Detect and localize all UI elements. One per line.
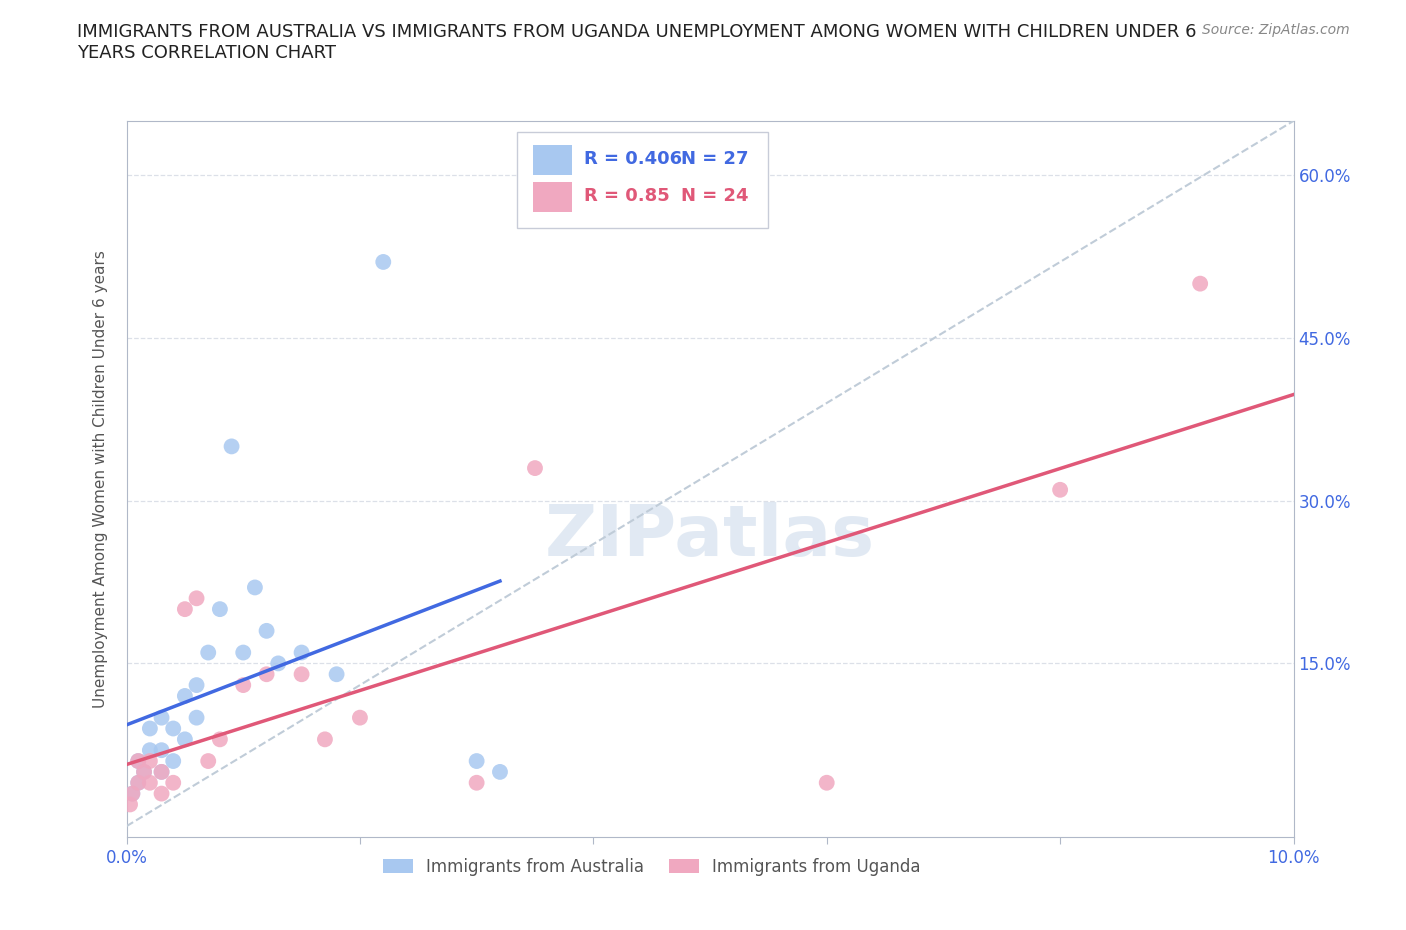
- Point: [465, 776, 488, 790]
- Point: [256, 667, 278, 682]
- Point: [162, 721, 184, 736]
- Text: N = 24: N = 24: [681, 187, 748, 206]
- Point: [208, 732, 231, 747]
- Point: [489, 764, 512, 779]
- Text: Source: ZipAtlas.com: Source: ZipAtlas.com: [1202, 23, 1350, 37]
- Text: ZIPatlas: ZIPatlas: [546, 502, 875, 571]
- Point: [208, 602, 231, 617]
- Point: [132, 764, 155, 779]
- Point: [186, 591, 208, 605]
- FancyBboxPatch shape: [533, 144, 572, 175]
- Point: [290, 645, 312, 660]
- Point: [815, 776, 838, 790]
- FancyBboxPatch shape: [533, 181, 572, 212]
- Point: [150, 743, 173, 758]
- Point: [127, 753, 149, 768]
- Legend: Immigrants from Australia, Immigrants from Uganda: Immigrants from Australia, Immigrants fr…: [375, 851, 928, 883]
- Point: [221, 439, 243, 454]
- Point: [174, 602, 197, 617]
- Point: [150, 764, 173, 779]
- Y-axis label: Unemployment Among Women with Children Under 6 years: Unemployment Among Women with Children U…: [93, 250, 108, 708]
- Point: [139, 721, 162, 736]
- Point: [139, 753, 162, 768]
- Point: [524, 460, 547, 475]
- Point: [243, 580, 266, 595]
- Point: [232, 678, 254, 693]
- Point: [127, 776, 149, 790]
- Point: [150, 786, 173, 801]
- Point: [139, 776, 162, 790]
- Point: [150, 711, 173, 725]
- Point: [118, 797, 141, 812]
- Point: [127, 776, 149, 790]
- Point: [186, 678, 208, 693]
- Text: R = 0.85: R = 0.85: [583, 187, 669, 206]
- Text: R = 0.406: R = 0.406: [583, 150, 682, 167]
- Point: [132, 764, 155, 779]
- Point: [1049, 483, 1071, 498]
- Point: [139, 743, 162, 758]
- Point: [174, 732, 197, 747]
- Point: [186, 711, 208, 725]
- Point: [150, 764, 173, 779]
- Point: [121, 786, 143, 801]
- Point: [232, 645, 254, 660]
- Point: [127, 753, 149, 768]
- Point: [256, 623, 278, 638]
- Text: IMMIGRANTS FROM AUSTRALIA VS IMMIGRANTS FROM UGANDA UNEMPLOYMENT AMONG WOMEN WIT: IMMIGRANTS FROM AUSTRALIA VS IMMIGRANTS …: [77, 23, 1197, 62]
- Point: [314, 732, 336, 747]
- Point: [174, 688, 197, 703]
- Point: [325, 667, 347, 682]
- FancyBboxPatch shape: [517, 132, 768, 229]
- Point: [197, 753, 219, 768]
- Point: [162, 776, 184, 790]
- Point: [373, 255, 395, 270]
- Point: [349, 711, 371, 725]
- Point: [290, 667, 312, 682]
- Point: [267, 656, 290, 671]
- Point: [162, 753, 184, 768]
- Point: [465, 753, 488, 768]
- Text: N = 27: N = 27: [681, 150, 748, 167]
- Point: [1189, 276, 1212, 291]
- Point: [197, 645, 219, 660]
- Point: [121, 786, 143, 801]
